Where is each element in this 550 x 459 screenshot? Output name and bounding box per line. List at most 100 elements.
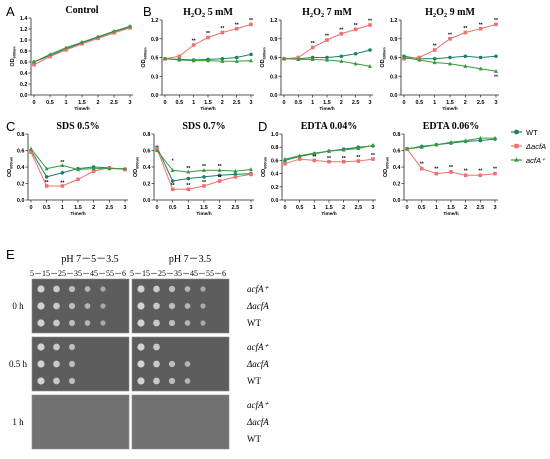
data-point [217, 168, 222, 172]
agar-plate [132, 395, 229, 449]
significance-mark: ** [368, 19, 372, 25]
y-tick-label: 0.8 [143, 132, 151, 138]
y-tick-label: 1.2 [270, 18, 278, 24]
plate-edge [31, 394, 130, 450]
y-tick-label: 0.3 [151, 74, 159, 80]
y-axis-label: OD600nm [261, 156, 268, 177]
data-point [368, 23, 372, 27]
colony-spot [137, 285, 145, 293]
chart-title: SDS 0.7% [182, 121, 225, 132]
data-point [296, 57, 301, 61]
x-tick-label: 1.5 [204, 100, 212, 106]
significance-mark: ** [434, 167, 438, 173]
x-tick-label: 3 [123, 205, 126, 211]
data-point [76, 177, 80, 182]
data-point [44, 166, 49, 171]
significance-mark: ** [220, 26, 224, 32]
data-point [170, 187, 175, 192]
data-point [32, 62, 36, 67]
dilution-label: 5－1 [30, 269, 46, 278]
significance-mark: ** [464, 168, 468, 174]
plate-edge [131, 336, 230, 392]
data-point [234, 55, 239, 60]
data-point [128, 26, 132, 30]
colony-spot [184, 378, 191, 384]
chart-title: H2​O2​ 9 mM [425, 7, 475, 19]
colony-spot [84, 303, 91, 309]
x-tick-label: 1 [61, 205, 64, 211]
data-point [449, 140, 453, 144]
data-point [282, 56, 286, 61]
x-tick-label: 2.5 [352, 100, 360, 106]
x-tick-label: 1 [435, 205, 438, 211]
y-tick-label: 0.4 [17, 165, 26, 171]
significance-mark: ** [60, 160, 64, 166]
x-tick-label: 1 [313, 205, 316, 211]
x-tick-label: 2.5 [477, 100, 485, 106]
y-tick-label: 0.2 [271, 185, 279, 191]
y-axis-label: OD600nm [383, 156, 390, 177]
data-point [186, 176, 191, 181]
significance-mark: ** [448, 32, 452, 38]
series-deletion [282, 23, 372, 61]
data-point [234, 26, 239, 31]
plate-group-title-1: pH 7－5－3.5 [61, 254, 118, 265]
series-wt [405, 137, 497, 151]
data-point [64, 45, 68, 50]
colony-spot [184, 303, 191, 309]
chart-h2o2_5: H2​O2​ 5 mM 0.0 0.3 0.6 0.9 1.2 0 0.5 1 1.5 2 2.5 3 T… [141, 7, 254, 112]
colony-spot [153, 360, 160, 368]
data-point [371, 157, 375, 161]
strain-label: ΔacfA [246, 301, 269, 311]
x-tick-label: 0.5 [43, 205, 51, 211]
significance-mark: ** [206, 31, 210, 37]
colony-spot [168, 285, 176, 293]
x-tick-label: 1.5 [74, 205, 82, 211]
data-point [32, 59, 36, 64]
significance-mark: ** [192, 39, 196, 45]
significance-mark: ** [312, 154, 316, 160]
panel-letter-c: C [6, 119, 15, 134]
data-point [494, 54, 498, 59]
svg-text:acfA⁺: acfA⁺ [526, 156, 546, 165]
dilution-label: 5－5 [194, 269, 210, 278]
significance-mark: * [172, 158, 174, 164]
data-point [493, 135, 497, 140]
x-tick-label: 0.5 [296, 205, 304, 211]
series-complement [282, 56, 372, 68]
data-point [448, 55, 452, 60]
significance-mark: ** [479, 22, 483, 28]
data-point [419, 166, 424, 171]
data-point [463, 30, 468, 35]
data-point [463, 64, 468, 68]
x-axis-label: Time/h [200, 106, 215, 112]
data-point [339, 31, 344, 36]
series-complement [405, 135, 497, 151]
x-tick-label: 0 [32, 100, 35, 106]
data-point [402, 55, 406, 60]
data-point [297, 157, 302, 161]
svg-text:WT: WT [526, 128, 538, 137]
data-point [48, 52, 52, 56]
colony-spot [68, 343, 76, 351]
significance-mark: ** [249, 18, 253, 24]
strain-label: ΔacfA [246, 359, 269, 369]
data-point [353, 51, 358, 56]
colony-spot [53, 285, 60, 293]
data-point [341, 159, 346, 164]
x-tick-label: 0 [163, 100, 166, 106]
series-wt [29, 148, 127, 179]
x-tick-label: 3 [371, 205, 374, 211]
colony-spot [37, 285, 45, 293]
plate-row-2: 1 h acfA⁺ ΔacfA WT [12, 394, 269, 450]
data-point [96, 36, 100, 41]
colony-spot [84, 286, 91, 292]
colony-spot [153, 377, 160, 385]
y-tick-label: 0.0 [393, 198, 401, 204]
data-point [417, 55, 422, 60]
series-deletion [402, 22, 498, 61]
data-point [419, 145, 424, 149]
x-tick-label: 0 [282, 100, 285, 106]
y-tick-label: 0.0 [390, 93, 398, 99]
data-point [44, 175, 49, 179]
